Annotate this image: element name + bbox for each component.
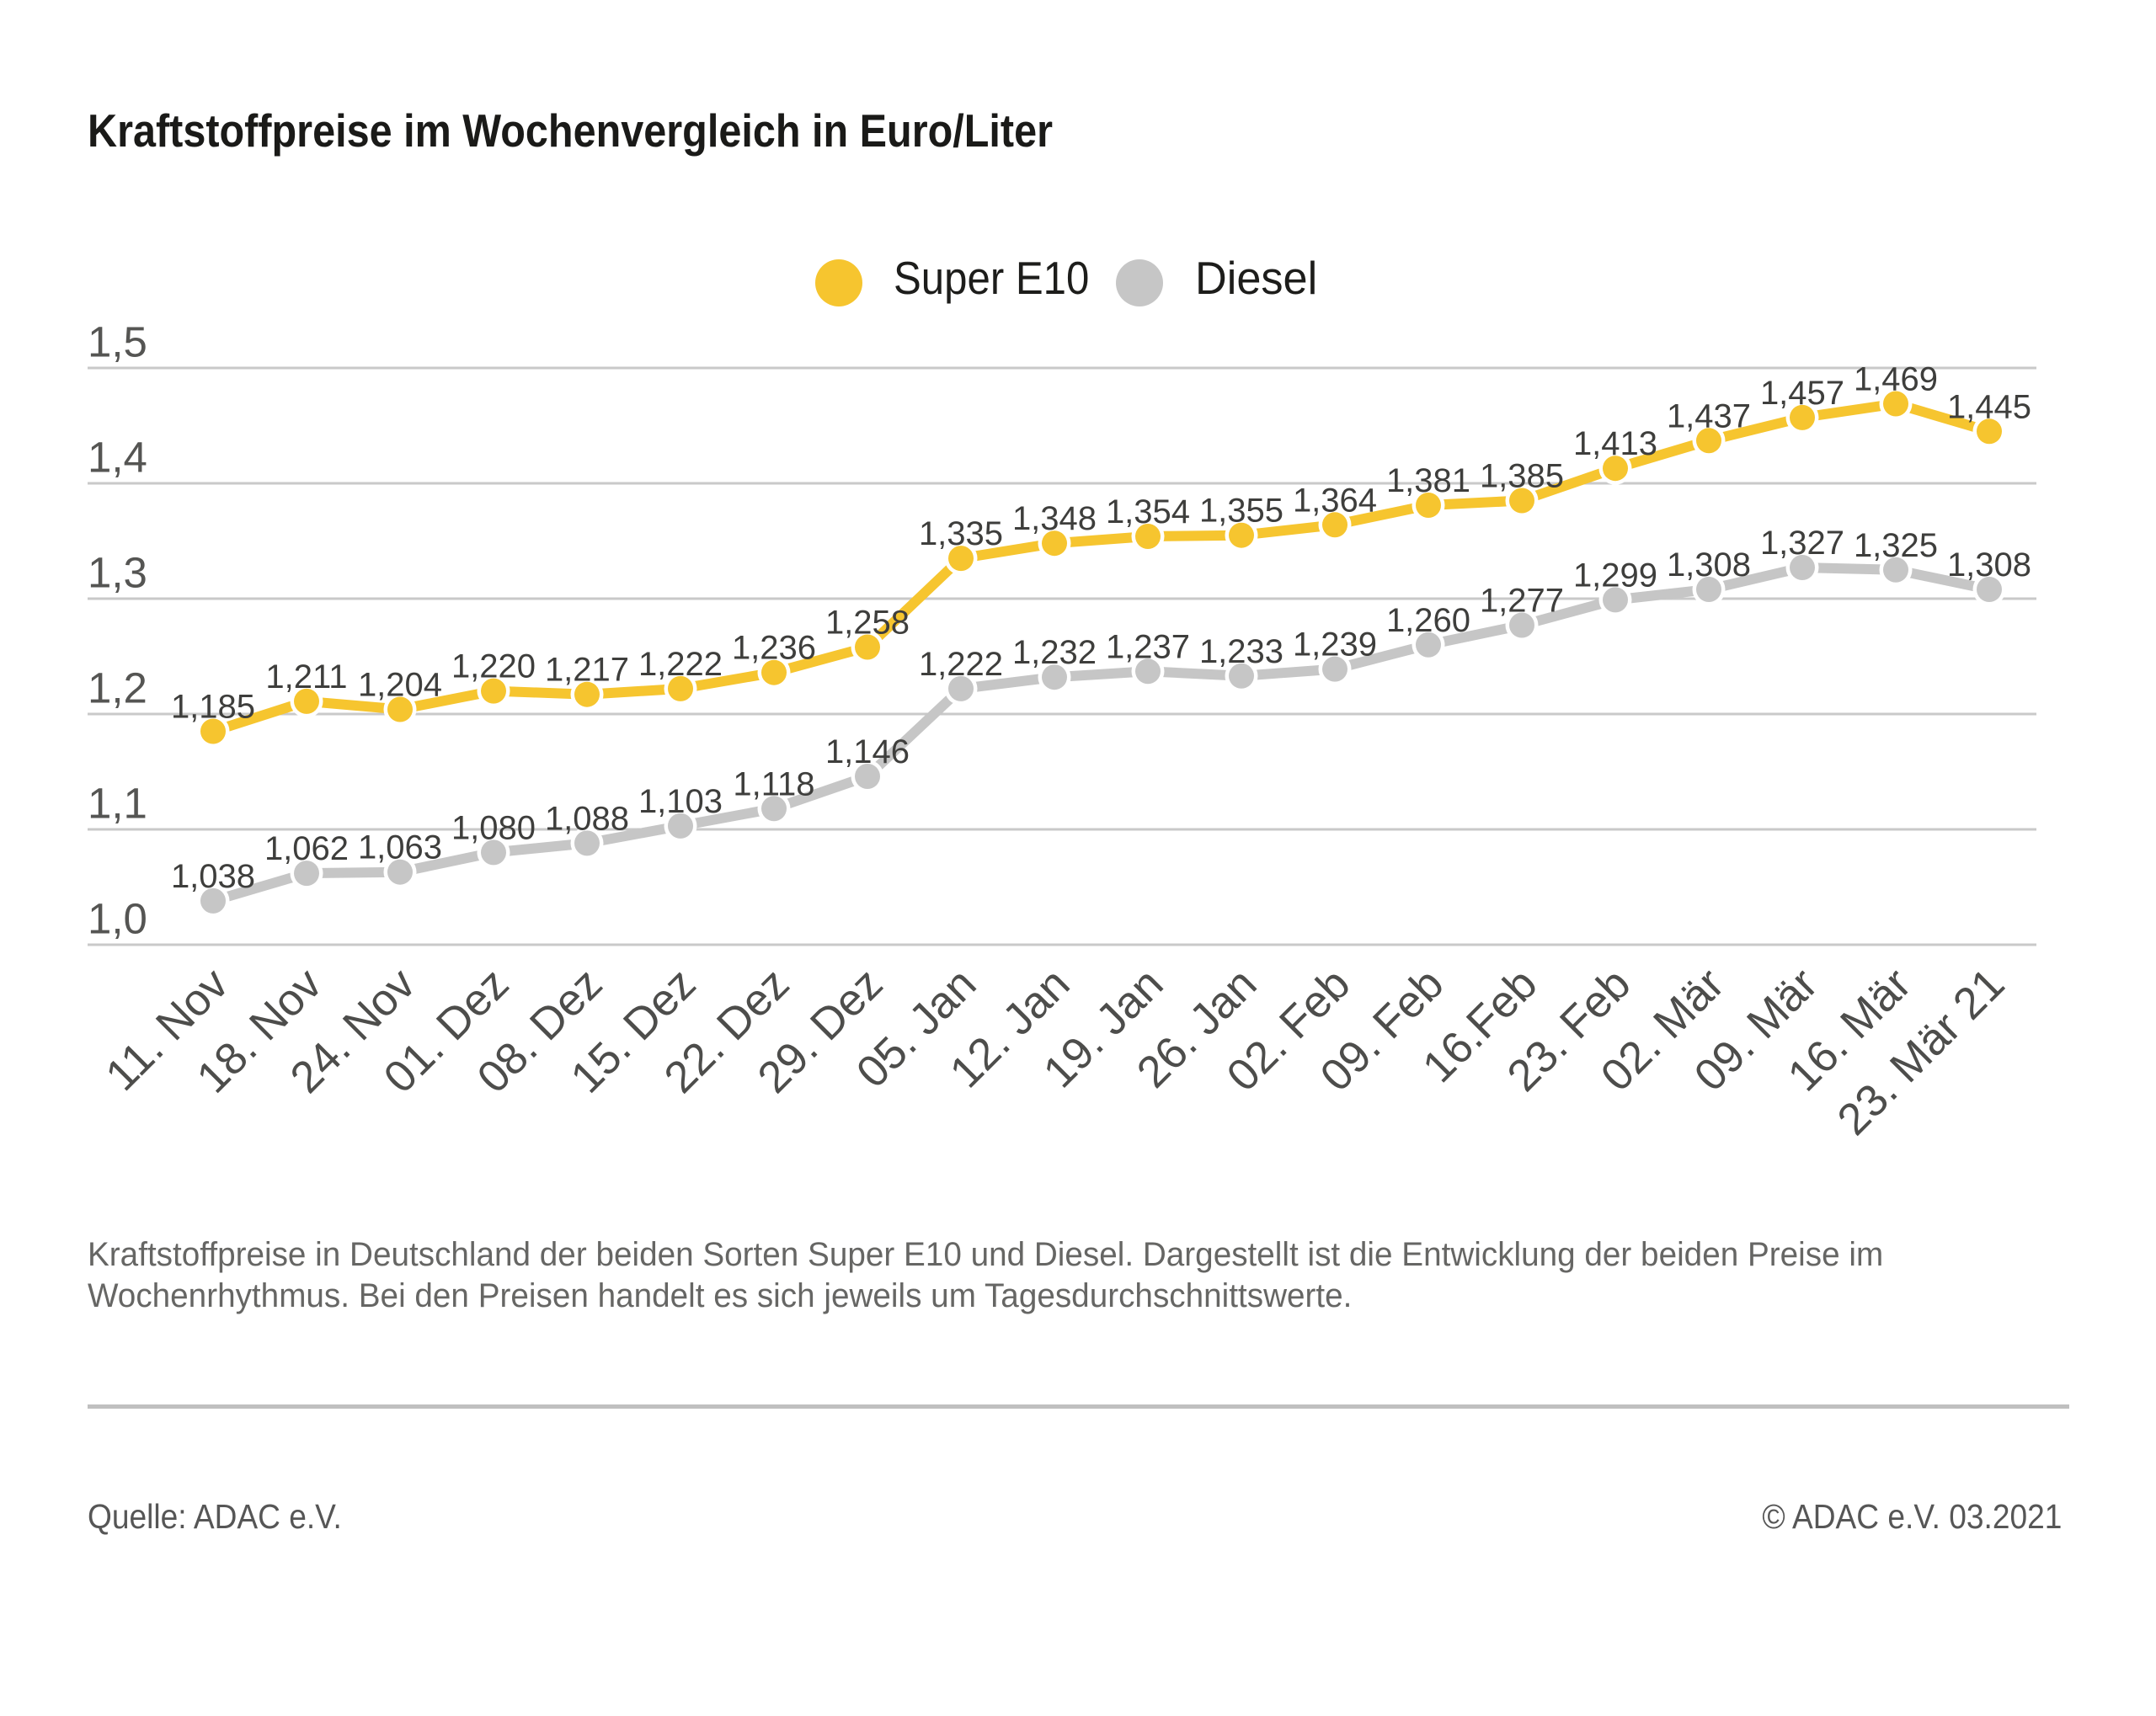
svg-text:1,5: 1,5	[88, 318, 147, 366]
svg-text:1,146: 1,146	[825, 733, 910, 770]
svg-text:1,327: 1,327	[1760, 525, 1844, 562]
svg-text:1,222: 1,222	[919, 646, 1003, 683]
svg-text:1,217: 1,217	[545, 652, 629, 689]
svg-text:1,348: 1,348	[1012, 500, 1097, 537]
svg-text:1,239: 1,239	[1293, 626, 1377, 663]
svg-text:1,277: 1,277	[1480, 583, 1564, 620]
svg-text:1,038: 1,038	[171, 858, 255, 895]
svg-text:1,299: 1,299	[1573, 557, 1657, 594]
svg-text:1,364: 1,364	[1293, 482, 1377, 519]
svg-text:1,233: 1,233	[1199, 633, 1283, 670]
svg-text:1,469: 1,469	[1854, 361, 1938, 398]
svg-text:1,4: 1,4	[88, 434, 147, 482]
svg-text:1,308: 1,308	[1947, 546, 2031, 584]
svg-text:1,237: 1,237	[1106, 628, 1190, 665]
svg-text:1,457: 1,457	[1760, 375, 1844, 412]
svg-text:1,413: 1,413	[1573, 425, 1657, 462]
svg-text:1,1: 1,1	[88, 780, 147, 828]
svg-text:1,385: 1,385	[1480, 458, 1564, 495]
svg-text:1,118: 1,118	[733, 765, 814, 802]
svg-text:1,080: 1,080	[451, 809, 536, 846]
svg-text:1,381: 1,381	[1386, 462, 1470, 499]
svg-text:1,103: 1,103	[638, 783, 723, 820]
svg-text:1,062: 1,062	[264, 830, 349, 867]
svg-text:1,445: 1,445	[1947, 388, 2031, 425]
svg-text:1,308: 1,308	[1667, 546, 1751, 584]
svg-text:1,236: 1,236	[732, 630, 816, 667]
svg-text:1,232: 1,232	[1012, 634, 1097, 671]
svg-text:1,354: 1,354	[1106, 493, 1190, 530]
svg-text:1,2: 1,2	[88, 664, 147, 712]
svg-text:1,260: 1,260	[1386, 602, 1470, 639]
svg-text:1,325: 1,325	[1854, 527, 1938, 564]
svg-text:1,3: 1,3	[88, 549, 147, 597]
svg-text:1,335: 1,335	[919, 515, 1003, 552]
svg-text:1,355: 1,355	[1199, 493, 1283, 530]
svg-text:1,088: 1,088	[545, 800, 629, 837]
svg-text:1,220: 1,220	[451, 648, 536, 685]
svg-text:1,211: 1,211	[265, 658, 347, 695]
svg-text:1,063: 1,063	[358, 829, 442, 866]
svg-text:1,222: 1,222	[638, 646, 723, 683]
svg-text:1,258: 1,258	[825, 605, 910, 642]
svg-text:1,0: 1,0	[88, 895, 147, 943]
svg-text:1,185: 1,185	[171, 689, 255, 726]
svg-text:1,437: 1,437	[1667, 397, 1751, 434]
svg-text:1,204: 1,204	[358, 667, 442, 704]
